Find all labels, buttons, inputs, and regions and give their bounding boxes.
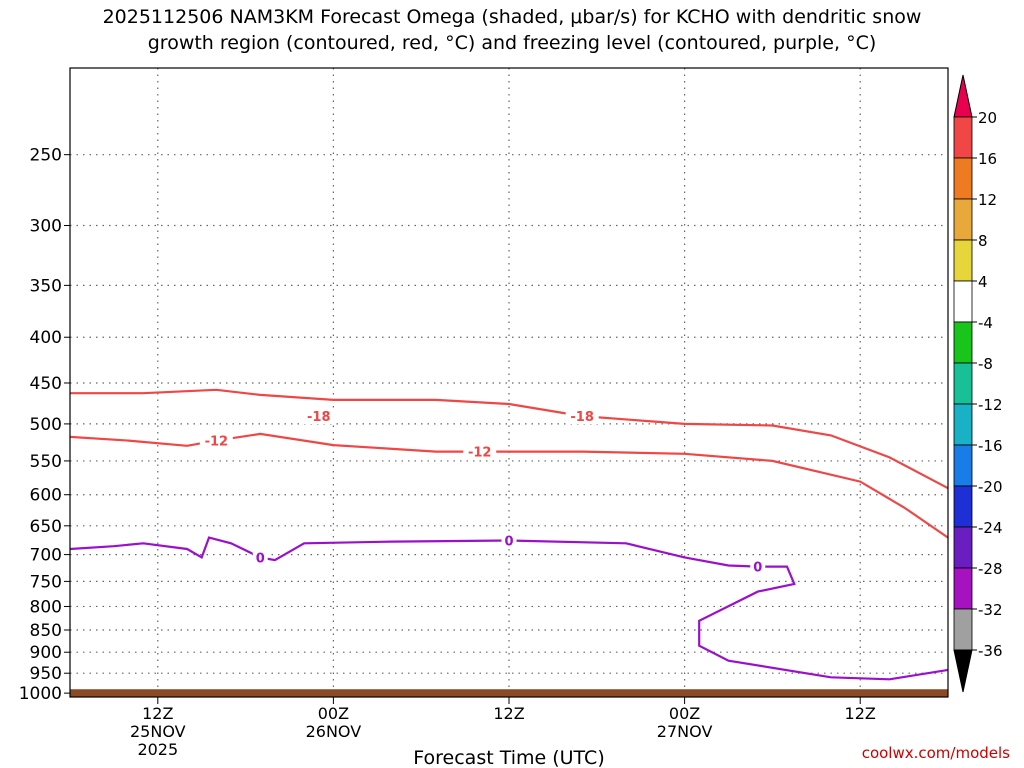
- x-axis-label: Forecast Time (UTC): [413, 747, 604, 768]
- colorbar-swatch-8: [953, 403, 973, 446]
- contour-line-1: [69, 432, 949, 539]
- y-tick-label-700: 700: [30, 546, 62, 566]
- credit-text: coolwx.com/models: [861, 744, 1010, 762]
- colorbar-swatch-6: [953, 321, 973, 364]
- colorbar-label-9: -20: [978, 478, 1003, 496]
- colorbar-swatch-4: [953, 239, 973, 282]
- contour-label-bg-1-0: [199, 432, 233, 449]
- contour-line-0: [70, 388, 949, 490]
- ground-fill: [70, 689, 948, 697]
- contour-label-bg-2-2: [750, 558, 766, 575]
- y-tick-label-650: 650: [30, 517, 62, 537]
- colorbar-swatch-13: [953, 608, 973, 651]
- colorbar-swatch-5: [953, 280, 973, 323]
- colorbar-label-7: -12: [978, 396, 1003, 414]
- contour-label-1-1: -12: [468, 446, 492, 461]
- colorbar-swatch-11: [953, 526, 973, 569]
- contour-label-1-0: -12: [205, 435, 229, 450]
- chart-title-line2: growth region (contoured, red, °C) and f…: [147, 32, 877, 54]
- colorbar-label-1: 16: [978, 150, 997, 168]
- colorbar: 20 16 12 8 4 -4 -8 -12 -16 -20 -24 -28 -32 -36: [953, 74, 1003, 693]
- x-tick-label-0-0: 12Z: [142, 704, 173, 723]
- x-tick-label-4-0: 12Z: [845, 704, 876, 723]
- chart-title-line1: 2025112506 NAM3KM Forecast Omega (shaded…: [102, 6, 922, 28]
- y-tick-label-300: 300: [30, 216, 62, 236]
- x-tick-label-3-1: 27NOV: [657, 722, 713, 741]
- contour-label-0-0: -18: [307, 410, 331, 425]
- y-tick-label-450: 450: [30, 374, 62, 394]
- y-tick-label-750: 750: [30, 572, 62, 592]
- colorbar-swatch-7: [953, 362, 973, 405]
- y-tick-label-1000: 1000: [19, 684, 62, 704]
- colorbar-swatch-12: [953, 567, 973, 610]
- x-tick-label-0-2: 2025: [137, 740, 178, 759]
- chart-title: 2025112506 NAM3KM Forecast Omega (shaded…: [0, 4, 1024, 56]
- contour-label-2-0: 0: [256, 551, 265, 566]
- contour-label-bg-0-1: [565, 408, 599, 425]
- colorbar-label-6: -8: [978, 355, 993, 373]
- y-tick-label-850: 850: [30, 621, 62, 641]
- colorbar-label-10: -24: [978, 519, 1003, 537]
- colorbar-label-5: -4: [978, 314, 993, 332]
- colorbar-label-3: 8: [978, 232, 988, 250]
- contour-line-2: [69, 536, 949, 681]
- colorbar-label-13: -36: [978, 642, 1003, 660]
- colorbar-label-4: 4: [978, 273, 988, 291]
- y-tick-label-250: 250: [30, 146, 62, 166]
- colorbar-label-2: 12: [978, 191, 997, 209]
- x-tick-label-2-0: 12Z: [493, 704, 524, 723]
- x-tick-label-0-1: 25NOV: [130, 722, 186, 741]
- y-tick-label-400: 400: [30, 328, 62, 348]
- grid-lines: [70, 68, 948, 697]
- colorbar-label-12: -32: [978, 601, 1003, 619]
- colorbar-swatch-10: [953, 485, 973, 528]
- y-tick-label-500: 500: [30, 415, 62, 435]
- colorbar-cap-top: [953, 74, 973, 118]
- contour-label-bg-0-0: [302, 408, 336, 425]
- ground-layer: [70, 689, 948, 697]
- x-tick-label-1-0: 00Z: [318, 704, 349, 723]
- x-tick-label-3-0: 00Z: [669, 704, 700, 723]
- pressure-axis: 2503003504004505005506006507007508008509…: [19, 146, 70, 704]
- colorbar-swatch-9: [953, 444, 973, 487]
- y-tick-label-350: 350: [30, 276, 62, 296]
- colorbar-swatch-1: [953, 116, 973, 159]
- contour-lines: -18 -18 -12 -12 0 0 0: [69, 388, 949, 681]
- contour-label-bg-1-1: [463, 443, 497, 460]
- contour-label-2-2: 0: [753, 561, 762, 576]
- x-tick-label-1-1: 26NOV: [306, 722, 362, 741]
- plot-frame: [69, 67, 949, 698]
- y-tick-label-600: 600: [30, 486, 62, 506]
- y-tick-label-550: 550: [30, 452, 62, 472]
- colorbar-label-8: -16: [978, 437, 1003, 455]
- contour-label-2-1: 0: [504, 534, 513, 549]
- colorbar-cap-bottom: [953, 649, 973, 693]
- contour-label-0-1: -18: [570, 410, 594, 425]
- y-tick-label-800: 800: [30, 597, 62, 617]
- colorbar-label-11: -28: [978, 560, 1003, 578]
- colorbar-label-0: 20: [978, 109, 997, 127]
- colorbar-swatch-3: [953, 198, 973, 241]
- colorbar-swatch-2: [953, 157, 973, 200]
- contour-label-bg-2-1: [501, 532, 517, 549]
- y-tick-label-900: 900: [30, 643, 62, 663]
- y-tick-label-950: 950: [30, 664, 62, 684]
- contour-label-bg-2-0: [252, 549, 268, 566]
